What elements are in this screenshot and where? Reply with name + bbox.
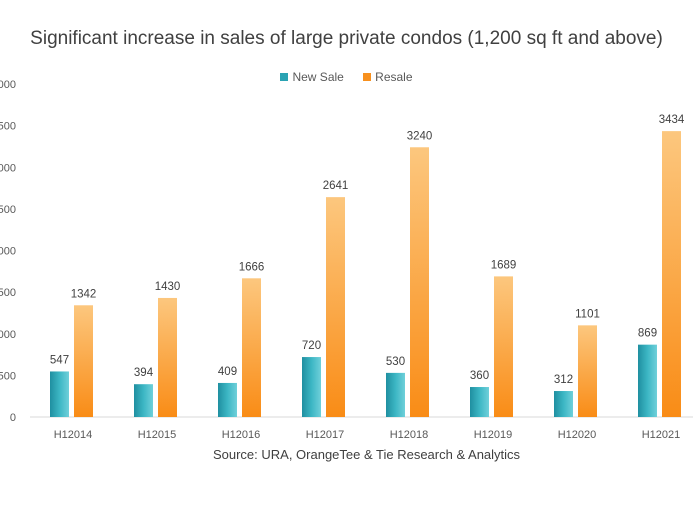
legend-swatch-new-sale bbox=[280, 73, 289, 81]
bar-resale bbox=[578, 325, 597, 417]
y-tick-label: 2000 bbox=[0, 246, 16, 258]
bar-new-sale bbox=[554, 391, 573, 417]
data-label: 869 bbox=[638, 328, 657, 340]
data-label: 3434 bbox=[659, 114, 685, 126]
data-label: 547 bbox=[50, 354, 69, 366]
bar-resale bbox=[242, 278, 261, 417]
chart-source: Source: URA, OrangeTee & Tie Research & … bbox=[212, 447, 521, 462]
bar-new-sale bbox=[218, 382, 237, 417]
data-label: 720 bbox=[302, 340, 321, 352]
data-label: 1101 bbox=[575, 308, 600, 320]
bar-resale bbox=[494, 276, 513, 417]
x-tick-label: H12018 bbox=[390, 429, 429, 441]
bar-new-sale bbox=[638, 344, 657, 417]
y-tick-label: 3500 bbox=[0, 121, 16, 133]
bar-resale bbox=[410, 147, 429, 417]
bar-resale bbox=[158, 297, 177, 417]
bar-resale bbox=[662, 131, 681, 417]
x-tick-label: H12015 bbox=[138, 429, 177, 441]
bar-resale bbox=[326, 197, 345, 417]
data-label: 530 bbox=[386, 356, 405, 368]
data-label: 3240 bbox=[407, 130, 433, 142]
data-label: 1430 bbox=[155, 281, 181, 293]
bar-new-sale bbox=[50, 371, 69, 417]
legend-item-new-sale: New Sale bbox=[280, 70, 344, 84]
data-label: 312 bbox=[554, 374, 573, 386]
bar-new-sale bbox=[302, 357, 321, 417]
x-tick-label: H12021 bbox=[642, 429, 681, 441]
bar-resale bbox=[74, 305, 93, 417]
data-label: 2641 bbox=[323, 180, 349, 192]
y-tick-label: 2500 bbox=[0, 204, 16, 216]
y-tick-label: 3000 bbox=[0, 162, 16, 174]
x-tick-label: H12016 bbox=[222, 429, 261, 441]
x-tick-label: H12020 bbox=[558, 429, 597, 441]
y-tick-label: 1500 bbox=[0, 287, 16, 299]
legend-swatch-resale bbox=[363, 73, 372, 81]
x-tick-label: H12019 bbox=[474, 429, 513, 441]
bar-new-sale bbox=[386, 372, 405, 417]
data-label: 360 bbox=[470, 370, 489, 382]
x-tick-label: H12014 bbox=[54, 429, 93, 441]
data-label: 409 bbox=[218, 366, 237, 378]
x-tick-label: H12017 bbox=[306, 429, 345, 441]
legend: New Sale Resale bbox=[0, 70, 693, 84]
y-tick-label: 500 bbox=[0, 370, 16, 382]
data-label: 394 bbox=[134, 367, 154, 379]
y-tick-label: 4000 bbox=[0, 79, 16, 91]
data-label: 1666 bbox=[239, 261, 265, 273]
data-label: 1689 bbox=[491, 259, 517, 271]
legend-item-resale: Resale bbox=[363, 70, 413, 84]
legend-label-new-sale: New Sale bbox=[292, 70, 344, 84]
y-tick-label: 0 bbox=[10, 412, 16, 424]
chart-title: Significant increase in sales of large p… bbox=[30, 28, 663, 49]
data-label: 1342 bbox=[71, 288, 97, 300]
bar-new-sale bbox=[134, 384, 153, 417]
y-tick-label: 1000 bbox=[0, 329, 16, 341]
bar-new-sale bbox=[470, 387, 489, 417]
legend-label-resale: Resale bbox=[375, 70, 413, 84]
